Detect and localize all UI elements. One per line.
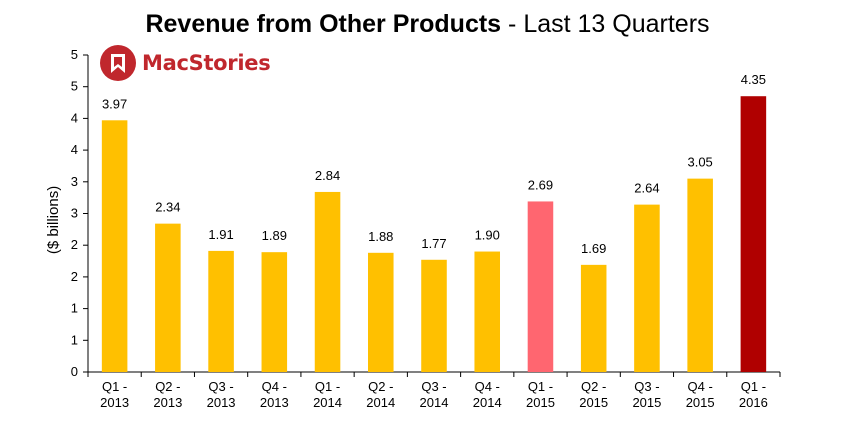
y-tick-label: 3: [71, 206, 78, 221]
data-label: 3.97: [102, 96, 127, 111]
x-tick-label: 2015: [526, 395, 555, 410]
y-tick-label: 2: [71, 269, 78, 284]
x-tick-label: 2013: [207, 395, 236, 410]
x-tick-label: Q3 -: [634, 379, 659, 394]
x-tick-label: Q1 -: [528, 379, 553, 394]
macstories-logo: MacStories: [100, 44, 271, 82]
y-tick-label: 0: [71, 364, 78, 379]
y-tick-label: 1: [71, 301, 78, 316]
x-tick-label: 2013: [260, 395, 289, 410]
x-tick-label: 2014: [473, 395, 502, 410]
data-label: 2.84: [315, 168, 340, 183]
bar: [687, 178, 713, 372]
x-tick-label: Q4 -: [688, 379, 713, 394]
x-tick-label: 2016: [739, 395, 768, 410]
y-tick-label: 2: [71, 237, 78, 252]
y-tick-label: 5: [71, 47, 78, 62]
x-tick-label: Q4 -: [262, 379, 287, 394]
data-label: 2.34: [155, 200, 180, 215]
y-tick-label: 4: [71, 110, 78, 125]
bar: [101, 120, 128, 372]
data-label: 2.69: [528, 177, 553, 192]
bar: [314, 191, 341, 372]
x-tick-label: Q1 -: [741, 379, 766, 394]
y-axis-label: ($ billions): [45, 186, 62, 254]
chart-title: Revenue from Other Products - Last 13 Qu…: [0, 10, 855, 39]
data-label: 1.77: [421, 236, 446, 251]
x-tick-label: 2014: [366, 395, 395, 410]
x-tick-label: 2014: [420, 395, 449, 410]
x-tick-label: Q3 -: [421, 379, 446, 394]
macstories-bookmark-logo-icon: [100, 45, 136, 81]
y-tick-label: 3: [71, 174, 78, 189]
x-tick-label: 2013: [100, 395, 129, 410]
x-tick-label: Q2 -: [155, 379, 180, 394]
x-tick-label: Q4 -: [475, 379, 500, 394]
y-tick-label: 5: [71, 79, 78, 94]
bar: [474, 251, 501, 372]
data-label: 1.88: [368, 229, 393, 244]
chart-title-subtitle: - Last 13 Quarters: [508, 10, 710, 38]
data-label: 2.64: [634, 181, 659, 196]
data-label: 3.05: [687, 155, 712, 170]
x-tick-label: 2015: [632, 395, 661, 410]
x-tick-label: 2015: [686, 395, 715, 410]
data-label: 1.90: [475, 228, 500, 243]
bar: [421, 259, 447, 372]
bar: [580, 264, 607, 372]
chart-title-main: Revenue from Other Products: [145, 10, 502, 38]
y-tick-label: 4: [71, 142, 78, 157]
x-tick-label: Q1 -: [315, 379, 340, 394]
x-tick-label: 2015: [579, 395, 608, 410]
data-label: 1.69: [581, 241, 606, 256]
x-tick-label: 2014: [313, 395, 342, 410]
bar: [261, 252, 288, 372]
x-tick-label: Q2 -: [368, 379, 393, 394]
bar: [527, 201, 554, 372]
bar: [634, 204, 660, 372]
data-label: 1.91: [208, 227, 233, 242]
data-label: 4.35: [741, 72, 766, 87]
bar: [155, 223, 181, 372]
y-tick-label: 1: [71, 332, 78, 347]
x-tick-label: Q2 -: [581, 379, 606, 394]
bar: [208, 250, 234, 372]
data-label: 1.89: [262, 228, 287, 243]
x-tick-label: Q3 -: [208, 379, 233, 394]
bar: [740, 96, 767, 373]
logo-text: MacStories: [142, 51, 271, 75]
x-tick-label: Q1 -: [102, 379, 127, 394]
x-tick-label: 2013: [153, 395, 182, 410]
bar: [367, 252, 394, 372]
